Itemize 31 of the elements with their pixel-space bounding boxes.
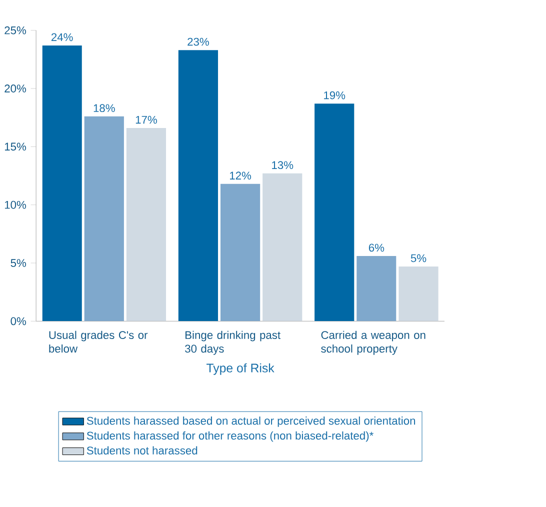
data-label: 12% xyxy=(230,172,252,180)
bar xyxy=(398,266,438,322)
bar xyxy=(126,128,166,322)
bar xyxy=(314,104,354,322)
legend-label: Students harassed based on actual or perceived sexual orientation xyxy=(86,416,416,427)
data-label: 13% xyxy=(272,161,294,170)
bar xyxy=(262,174,302,322)
x-axis-title: Type of Risk xyxy=(206,363,274,375)
bar xyxy=(42,46,82,322)
data-label: 19% xyxy=(324,91,346,100)
data-label: 17% xyxy=(136,116,157,124)
y-tick-label: 25% xyxy=(4,26,26,34)
legend-label: Students not harassed xyxy=(86,446,198,455)
x-tick-label: Usual grades C's or below xyxy=(49,330,148,353)
x-tick-label: Carried a weapon on school property xyxy=(321,330,426,355)
data-label: 5% xyxy=(410,254,426,262)
x-tick-label: Binge drinking past 30 days xyxy=(185,330,280,355)
bar xyxy=(84,116,124,322)
y-tick-label: 0% xyxy=(10,317,26,326)
y-tick-label: 20% xyxy=(4,84,26,93)
bar xyxy=(178,50,218,322)
bar xyxy=(356,256,396,322)
bar xyxy=(220,184,260,322)
y-tick-label: 5% xyxy=(10,259,26,268)
data-label: 6% xyxy=(368,244,384,252)
data-label: 23% xyxy=(188,38,209,46)
data-label: 24% xyxy=(51,33,73,42)
y-tick-label: 10% xyxy=(4,200,26,209)
y-tick-label: 15% xyxy=(4,142,26,151)
legend-label: Students harassed for other reasons (non biased-related)* xyxy=(86,431,374,442)
data-label: 18% xyxy=(94,104,115,112)
